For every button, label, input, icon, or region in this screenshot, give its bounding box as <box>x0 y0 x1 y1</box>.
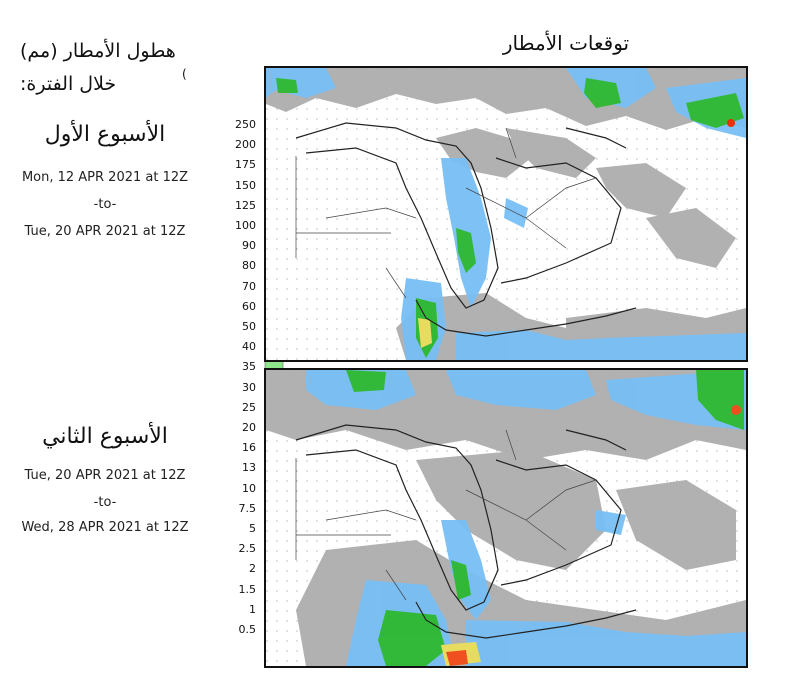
heavy-rain-areas <box>346 370 744 666</box>
scale-tick-label: 1.5 <box>238 582 257 596</box>
scale-tick-label: 125 <box>235 198 256 212</box>
scale-tick-label: 90 <box>242 239 256 253</box>
coastlines <box>295 122 637 337</box>
scale-tick-label: 10 <box>242 481 256 495</box>
scale-tick-label: 60 <box>242 299 256 313</box>
scale-tick-label: 7.5 <box>238 501 257 515</box>
week2-title: الأسبوع الثاني <box>42 424 168 449</box>
week2-precipitation-map <box>264 368 748 668</box>
scale-tick-label: 150 <box>235 178 256 192</box>
week1-start-date: Mon, 12 APR 2021 at 12Z <box>21 170 189 185</box>
scale-tick-label: 250 <box>235 118 256 131</box>
scale-tick-label: 30 <box>242 380 256 394</box>
scale-tick-label: 40 <box>242 340 256 354</box>
scale-tick-label: 200 <box>235 138 256 152</box>
week2-end-date: Wed, 28 APR 2021 at 12Z <box>21 520 189 535</box>
week1-to-separator: -to- <box>93 197 117 212</box>
scale-tick-label: 70 <box>242 279 256 293</box>
scale-tick-label: 16 <box>242 441 256 455</box>
scale-tick-label: 2.5 <box>238 542 257 556</box>
coastlines <box>295 424 637 639</box>
scale-tick-label: 2 <box>249 562 256 576</box>
week1-title: الأسبوع الأول <box>44 122 166 147</box>
scale-tick-label: 1 <box>249 602 256 616</box>
scale-tick-label: 80 <box>242 259 256 273</box>
legend-title-mark: ( <box>182 67 187 81</box>
scale-tick-label: 5 <box>249 522 256 535</box>
map-title: توقعات الأمطار <box>502 31 630 55</box>
legend-title: هطول الأمطار (مم) <box>20 40 176 62</box>
scale-tick-label: 20 <box>242 421 256 434</box>
scale-tick-label: 100 <box>235 219 256 232</box>
scale-tick-label: 50 <box>242 320 256 333</box>
week1-end-date: Tue, 20 APR 2021 at 12Z <box>24 224 186 239</box>
week2-to-separator: -to- <box>93 495 117 510</box>
week2-start-date: Tue, 20 APR 2021 at 12Z <box>24 468 186 483</box>
scale-tick-label: 0.5 <box>238 623 257 636</box>
week1-precipitation-map <box>264 66 748 362</box>
country-borders <box>295 429 597 601</box>
legend-period-label: خلال الفترة: <box>20 73 117 95</box>
scale-tick-label: 25 <box>242 400 256 414</box>
very-heavy-rain-areas <box>418 318 432 348</box>
scale-tick-label: 13 <box>242 461 256 475</box>
scale-tick-label: 175 <box>235 158 256 172</box>
scale-tick-label: 35 <box>242 360 256 374</box>
country-borders <box>295 127 597 299</box>
